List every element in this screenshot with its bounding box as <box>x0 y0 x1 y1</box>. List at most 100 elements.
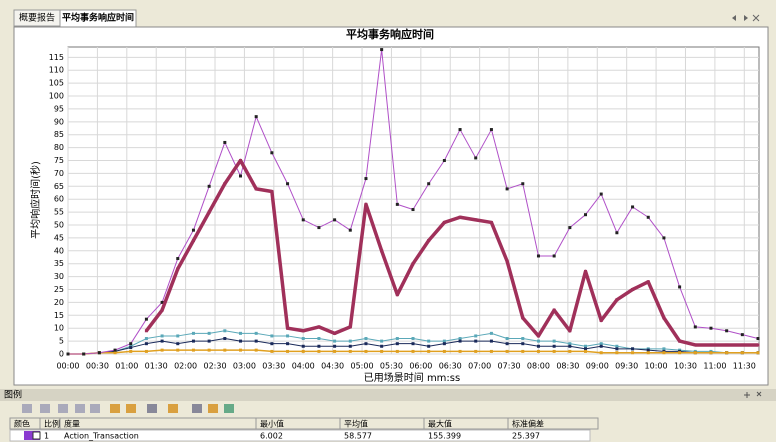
tool-button[interactable] <box>224 404 234 413</box>
nav-prev[interactable] <box>732 15 736 21</box>
point-marker <box>442 349 446 353</box>
point-marker <box>709 326 713 330</box>
point-marker <box>584 349 588 353</box>
y-tick-label: 20 <box>54 298 64 307</box>
x-tick-label: 01:00 <box>115 362 138 371</box>
tool-button[interactable] <box>22 404 32 413</box>
table-header-cell[interactable] <box>59 417 257 430</box>
point-marker <box>521 316 525 320</box>
point-marker <box>301 218 305 222</box>
point-marker <box>709 351 713 355</box>
point-marker <box>458 349 462 353</box>
y-tick-label: 65 <box>54 182 64 191</box>
point-marker <box>552 308 556 312</box>
point-marker <box>207 331 211 335</box>
point-marker <box>223 348 227 352</box>
point-marker <box>129 349 133 353</box>
x-tick-label: 09:30 <box>615 362 638 371</box>
point-marker <box>207 210 211 214</box>
point-marker <box>474 339 478 343</box>
point-marker <box>333 339 337 343</box>
point-marker <box>505 349 509 353</box>
point-marker <box>207 348 211 352</box>
tab-label[interactable]: 平均事务响应时间 <box>62 12 134 24</box>
tool-button[interactable] <box>110 404 120 413</box>
point-marker <box>536 254 540 258</box>
tool-button[interactable] <box>58 404 68 413</box>
point-marker <box>631 288 635 292</box>
table-header[interactable]: 颜色 <box>14 419 30 429</box>
point-marker <box>333 331 337 335</box>
point-marker <box>348 325 352 329</box>
tool-button[interactable] <box>208 404 218 413</box>
point-marker <box>474 156 478 160</box>
point-marker <box>646 280 650 284</box>
point-marker <box>584 213 588 217</box>
y-tick-label: 25 <box>54 285 64 294</box>
table-header[interactable]: 度量 <box>64 419 80 429</box>
panel-controls[interactable] <box>744 391 762 398</box>
y-axis-label: 平均响应时间(秒) <box>29 161 42 239</box>
point-marker <box>427 349 431 353</box>
x-tick-label: 05:00 <box>351 362 374 371</box>
y-tick-label: 80 <box>54 143 64 152</box>
point-marker <box>678 339 682 343</box>
point-marker <box>239 159 243 163</box>
y-tick-label: 85 <box>54 130 64 139</box>
point-marker <box>584 269 588 273</box>
point-marker <box>270 334 274 338</box>
point-marker <box>380 349 384 353</box>
y-tick-label: 100 <box>49 92 64 101</box>
tool-button[interactable] <box>75 404 85 413</box>
point-marker <box>599 192 603 196</box>
x-tick-label: 11:30 <box>733 362 756 371</box>
table-header[interactable]: 平均值 <box>344 419 368 429</box>
x-tick-label: 02:30 <box>203 362 226 371</box>
tool-button[interactable] <box>192 404 202 413</box>
legend-panel-title: 图例 <box>4 389 22 401</box>
point-marker <box>756 351 760 355</box>
point-marker <box>395 202 399 206</box>
checkbox[interactable] <box>32 431 41 440</box>
tool-button[interactable] <box>147 404 157 413</box>
point-marker <box>584 347 588 351</box>
y-tick-label: 40 <box>54 246 64 255</box>
point-marker <box>333 344 337 348</box>
point-marker <box>395 337 399 341</box>
tab-label[interactable]: 概要报告 <box>19 12 55 24</box>
tool-button[interactable] <box>168 404 178 413</box>
point-marker <box>301 344 305 348</box>
point-marker <box>615 298 619 302</box>
table-header[interactable]: 比例 <box>44 419 60 429</box>
tab-nav[interactable] <box>732 14 760 22</box>
point-marker <box>489 128 493 132</box>
point-marker <box>427 339 431 343</box>
legend-table: 颜色 比例 度量 最小值 平均值 最大值 标准偏差 1 Action_Transaction 6.… <box>9 417 599 442</box>
point-marker <box>411 349 415 353</box>
plot: 0 5 10 15 20 25 30 35 40 45 50 55 60 65 70 75 80 85 90 95 10… <box>49 47 760 371</box>
point-marker <box>505 342 509 346</box>
y-tick-label: 75 <box>54 156 64 165</box>
point-marker <box>615 347 619 351</box>
point-marker <box>740 351 744 355</box>
tool-button[interactable] <box>126 404 136 413</box>
nav-close[interactable] <box>752 14 760 22</box>
point-marker <box>584 344 588 348</box>
point-marker <box>191 238 195 242</box>
table-header[interactable]: 最大值 <box>428 419 452 429</box>
table-header[interactable]: 标准偏差 <box>512 419 544 429</box>
point-marker <box>176 267 180 271</box>
table-header[interactable]: 最小值 <box>260 419 284 429</box>
nav-next[interactable] <box>744 15 748 21</box>
point-marker <box>458 337 462 341</box>
table-header-cell[interactable] <box>507 417 599 430</box>
table-cell: 58.577 <box>344 432 372 441</box>
point-marker <box>191 331 195 335</box>
tool-button[interactable] <box>90 404 100 413</box>
point-marker <box>442 339 446 343</box>
tool-button[interactable] <box>40 404 50 413</box>
point-marker <box>536 339 540 343</box>
point-marker <box>160 308 164 312</box>
toolbar <box>22 404 234 413</box>
point-marker <box>458 215 462 219</box>
